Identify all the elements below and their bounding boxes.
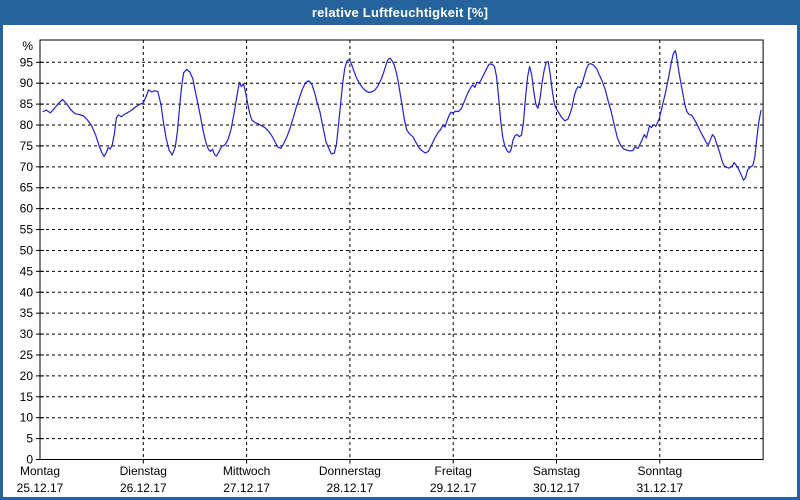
day-name-label: Montag xyxy=(20,464,60,478)
day-date-label: 28.12.17 xyxy=(327,481,374,495)
y-tick-label: 10 xyxy=(20,411,34,425)
y-tick-label: 0 xyxy=(26,453,33,467)
y-tick-label: 20 xyxy=(20,369,34,383)
y-tick-label: 75 xyxy=(20,139,34,153)
day-date-label: 29.12.17 xyxy=(430,481,477,495)
y-axis-unit-label: % xyxy=(22,39,33,53)
humidity-line xyxy=(42,49,762,181)
day-name-label: Samstag xyxy=(533,464,580,478)
day-name-label: Donnerstag xyxy=(319,464,381,478)
day-name-label: Freitag xyxy=(435,464,472,478)
day-name-label: Sonntag xyxy=(637,464,682,478)
day-date-label: 31.12.17 xyxy=(636,481,683,495)
y-tick-label: 15 xyxy=(20,390,34,404)
y-tick-label: 35 xyxy=(20,306,34,320)
y-tick-label: 50 xyxy=(20,243,34,257)
y-tick-label: 85 xyxy=(20,97,34,111)
y-tick-label: 40 xyxy=(20,285,34,299)
y-tick-label: 55 xyxy=(20,223,34,237)
y-tick-label: 60 xyxy=(20,202,34,216)
window-title-bar: relative Luftfeuchtigkeit [%] xyxy=(0,0,800,25)
y-tick-label: 80 xyxy=(20,118,34,132)
day-date-label: 27.12.17 xyxy=(223,481,270,495)
day-date-label: 26.12.17 xyxy=(120,481,167,495)
day-date-label: 25.12.17 xyxy=(17,481,64,495)
y-tick-label: 90 xyxy=(20,76,34,90)
y-tick-label: 65 xyxy=(20,181,34,195)
y-tick-label: 5 xyxy=(26,432,33,446)
y-tick-label: 70 xyxy=(20,160,34,174)
day-name-label: Mittwoch xyxy=(223,464,270,478)
window-title: relative Luftfeuchtigkeit [%] xyxy=(311,5,489,20)
day-name-label: Dienstag xyxy=(120,464,167,478)
y-tick-label: 45 xyxy=(20,264,34,278)
y-tick-label: 30 xyxy=(20,327,34,341)
day-date-label: 30.12.17 xyxy=(533,481,580,495)
y-tick-label: 25 xyxy=(20,348,34,362)
plot-border xyxy=(39,39,764,460)
y-tick-label: 95 xyxy=(20,55,34,69)
